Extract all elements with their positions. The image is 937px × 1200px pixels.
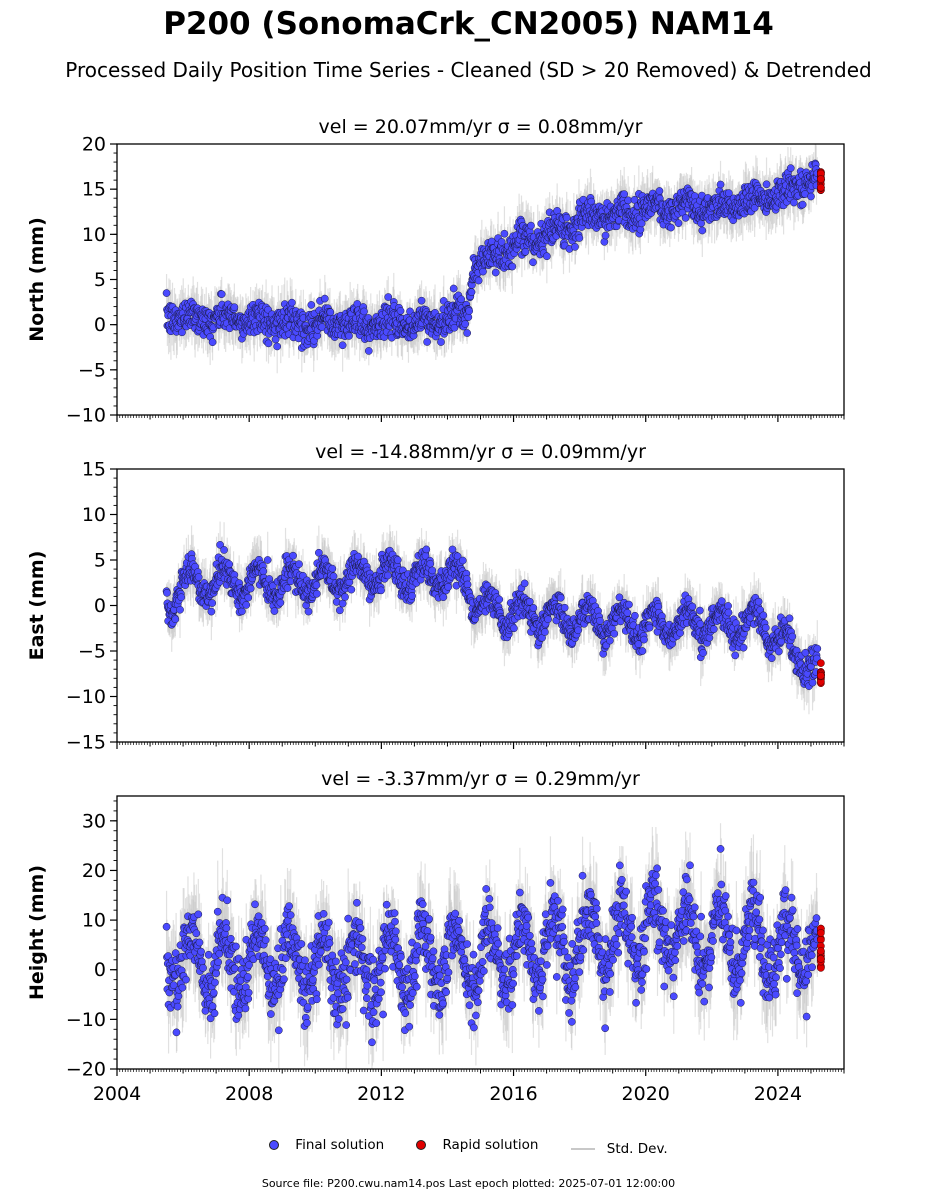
- y-tick-label: −10: [66, 405, 106, 427]
- figure-title: P200 (SonomaCrk_CN2005) NAM14: [163, 6, 774, 42]
- final-point: [345, 332, 353, 340]
- final-point: [674, 219, 683, 228]
- final-point: [637, 219, 646, 228]
- final-point: [326, 308, 335, 316]
- final-point: [798, 200, 807, 209]
- final-point: [467, 288, 476, 296]
- final-point: [474, 276, 483, 285]
- figure-subtitle: Processed Daily Position Time Series - C…: [65, 58, 872, 82]
- panel-title: vel = 20.07mm/yr σ = 0.08mm/yr: [319, 116, 643, 138]
- final-point: [217, 290, 226, 298]
- final-point: [636, 225, 645, 234]
- final-point: [384, 293, 393, 301]
- y-tick-label: 15: [82, 179, 106, 201]
- final-point: [698, 226, 707, 235]
- final-point: [320, 294, 329, 303]
- final-point: [601, 231, 610, 240]
- final-point: [364, 347, 373, 355]
- final-point: [307, 301, 316, 309]
- final-point: [457, 295, 466, 304]
- y-tick-label: 5: [94, 269, 106, 291]
- final-point: [360, 307, 368, 316]
- final-point: [725, 189, 733, 197]
- plot-area: [162, 144, 825, 374]
- final-points: [162, 159, 822, 355]
- y-tick-label: −5: [78, 359, 106, 381]
- final-point: [450, 323, 459, 332]
- final-point: [600, 237, 609, 246]
- final-point: [208, 338, 217, 347]
- final-point: [461, 320, 470, 328]
- final-point: [396, 307, 405, 315]
- rapid-points: [817, 168, 825, 195]
- final-point: [230, 303, 239, 312]
- final-point: [543, 252, 551, 261]
- y-axis-label: North (mm): [26, 217, 48, 342]
- final-point: [264, 339, 273, 348]
- plot-area: [162, 521, 825, 715]
- rapid-point: [817, 183, 825, 192]
- final-point: [178, 328, 186, 337]
- final-point: [575, 234, 584, 242]
- final-point: [491, 268, 500, 277]
- final-point: [807, 192, 815, 201]
- final-point: [620, 190, 629, 198]
- final-point: [527, 221, 535, 230]
- panel-title: vel = -14.88mm/yr σ = 0.09mm/yr: [315, 441, 646, 463]
- panel-1: vel = 20.07mm/yr σ = 0.08mm/yr North (mm)…: [26, 116, 845, 427]
- final-point: [497, 238, 506, 246]
- final-point: [479, 267, 487, 276]
- y-axis-label: East (mm): [26, 551, 48, 661]
- y-tick-label: 20: [82, 134, 106, 156]
- final-point: [423, 338, 431, 346]
- final-point: [716, 180, 725, 189]
- final-point: [667, 223, 675, 232]
- final-point: [655, 187, 664, 195]
- final-point: [786, 164, 795, 173]
- final-point: [762, 180, 771, 189]
- final-point: [273, 342, 282, 351]
- y-tick-label: 10: [82, 224, 106, 246]
- final-point: [529, 258, 537, 267]
- rapid-point: [817, 175, 825, 183]
- final-point: [288, 298, 296, 307]
- final-point: [465, 307, 473, 315]
- final-point: [162, 289, 171, 297]
- final-point: [417, 296, 426, 305]
- final-point: [338, 341, 347, 350]
- y-tick-label: 0: [94, 314, 106, 336]
- final-point: [463, 329, 471, 337]
- final-point: [318, 323, 326, 331]
- final-point: [500, 229, 509, 238]
- final-point: [571, 243, 579, 251]
- final-point: [449, 284, 458, 293]
- final-point: [562, 213, 571, 222]
- final-point: [508, 262, 517, 271]
- final-point: [437, 338, 445, 346]
- final-point: [521, 247, 530, 256]
- final-point: [790, 198, 798, 207]
- final-point: [681, 214, 690, 222]
- final-point: [624, 196, 632, 205]
- panel-2: vel = -14.88mm/yr σ = 0.09mm/yr East (mm)…: [26, 441, 845, 754]
